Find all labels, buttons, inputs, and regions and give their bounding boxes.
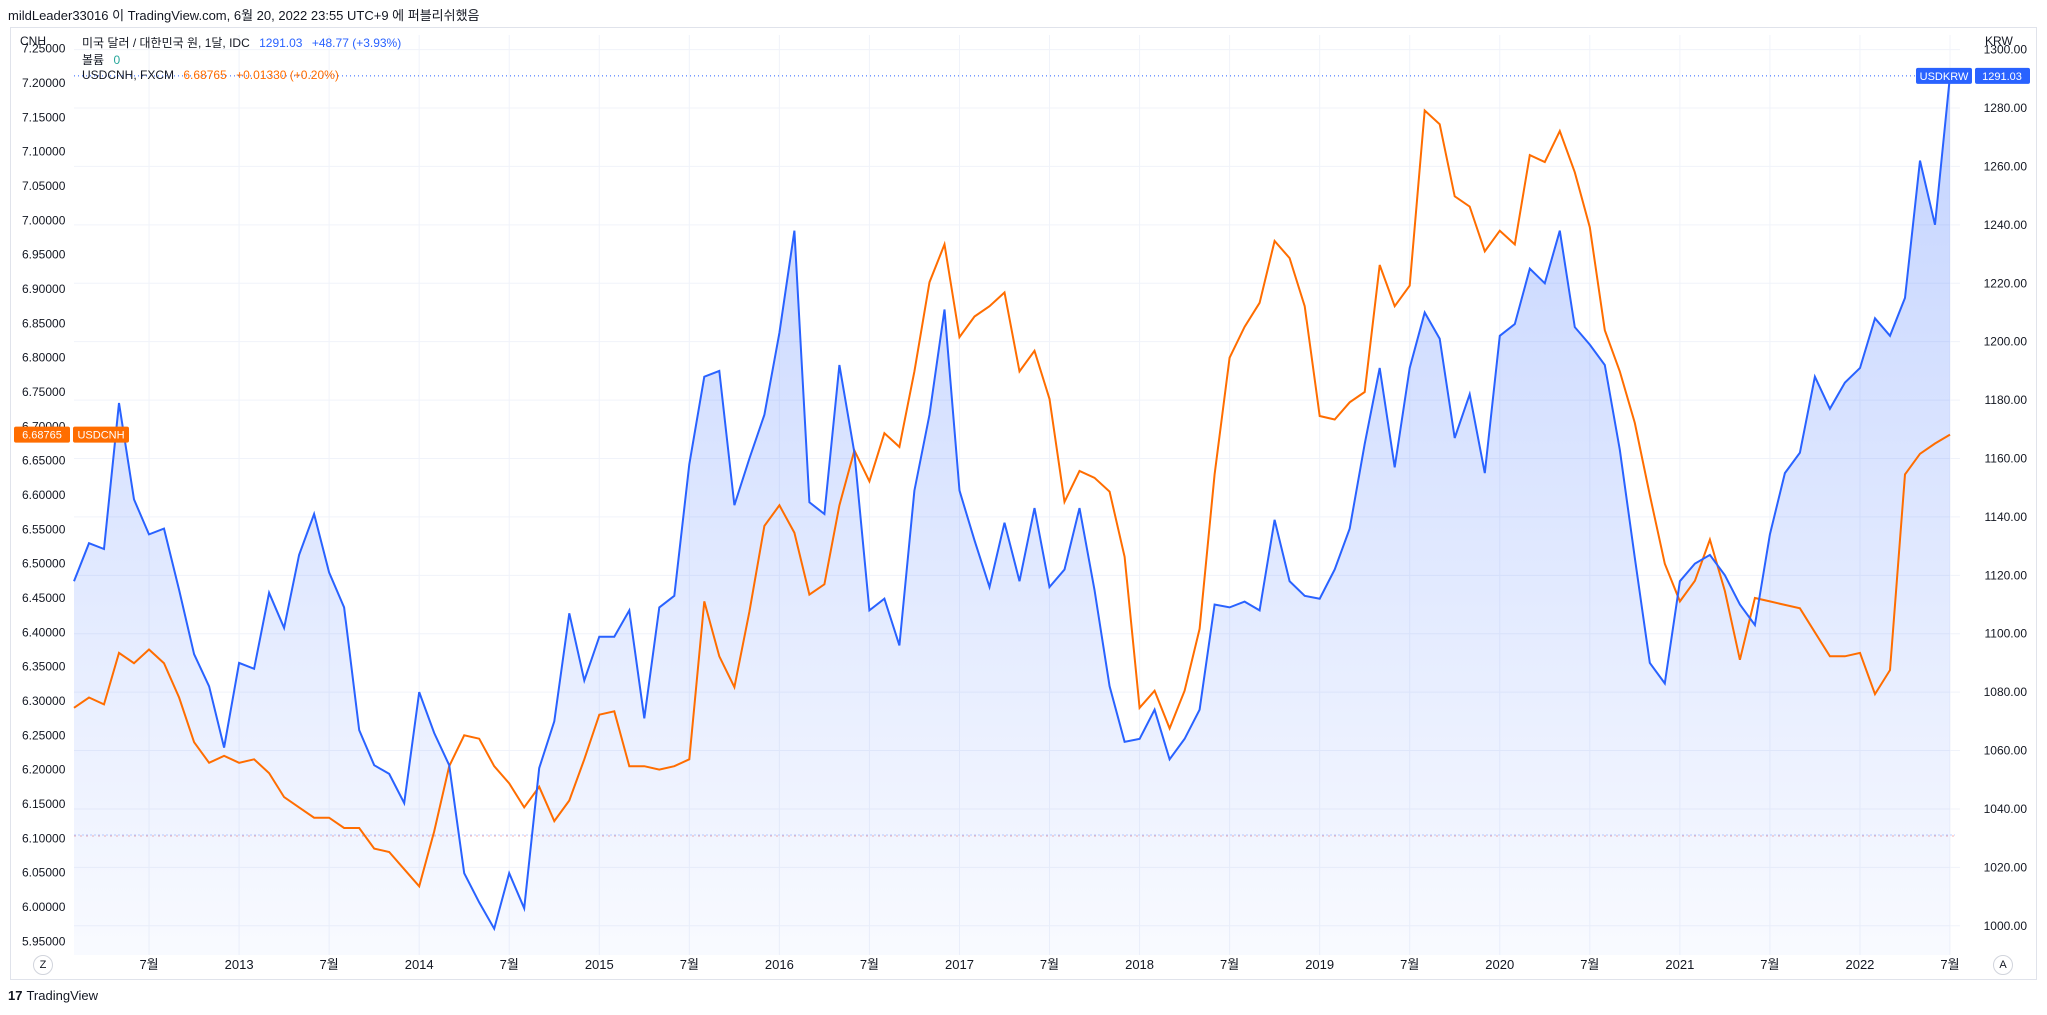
left-price-axis: 7.25000 7.20000 7.15000 7.10000 7.05000 7.000… bbox=[22, 42, 66, 949]
time-tick-label: 2017 bbox=[945, 957, 974, 972]
auto-scale-button[interactable]: A bbox=[1993, 955, 2013, 975]
right-tick-label: 1000.00 bbox=[1984, 919, 2028, 933]
left-tick-label: 6.55000 bbox=[22, 522, 66, 536]
time-tick-label: 7월 bbox=[1400, 957, 1419, 972]
left-tick-label: 7.15000 bbox=[22, 110, 66, 124]
legend-volume: 볼륨 0 bbox=[82, 51, 126, 68]
time-tick-label: 2016 bbox=[765, 957, 794, 972]
time-tick-label: 2020 bbox=[1485, 957, 1514, 972]
publish-header: mildLeader33016 이 TradingView.com, 6월 20… bbox=[8, 8, 480, 23]
legend-overlay-title: USDCNH, FXCM bbox=[82, 68, 174, 82]
legend-main-change: +48.77 (+3.93%) bbox=[311, 36, 402, 50]
left-tick-label: 6.05000 bbox=[22, 866, 66, 880]
left-tick-label: 6.15000 bbox=[22, 797, 66, 811]
time-tick-label: 7월 bbox=[680, 957, 699, 972]
left-tick-label: 6.45000 bbox=[22, 591, 66, 605]
right-tick-label: 1180.00 bbox=[1985, 393, 2028, 407]
legend-overlay-price: 6.68765 bbox=[183, 68, 227, 82]
left-tick-label: 6.85000 bbox=[22, 316, 66, 330]
time-tick-label: 7월 bbox=[139, 957, 158, 972]
time-tick-label: 7월 bbox=[1580, 957, 1599, 972]
left-tick-label: 7.25000 bbox=[22, 42, 66, 56]
legend-volume-value: 0 bbox=[113, 53, 121, 67]
legend-main: 미국 달러 / 대한민국 원, 1달, IDC 1291.03 +48.77 (… bbox=[82, 34, 407, 51]
right-tick-label: 1280.00 bbox=[1984, 101, 2028, 115]
time-tick-label: 2021 bbox=[1665, 957, 1694, 972]
left-tick-label: 6.00000 bbox=[22, 900, 66, 914]
right-tick-label: 1140.00 bbox=[1985, 510, 2028, 524]
left-tick-label: 7.10000 bbox=[22, 145, 66, 159]
right-tick-label: 1080.00 bbox=[1984, 685, 2028, 699]
left-axis-unit: CNH bbox=[20, 34, 46, 48]
time-tick-label: 7월 bbox=[320, 957, 339, 972]
left-tick-label: 7.05000 bbox=[22, 179, 66, 193]
left-tick-label: 6.80000 bbox=[22, 351, 66, 365]
legend-overlay-change: +0.01330 (+0.20%) bbox=[236, 68, 339, 82]
usdcnh-price-label: 6.68765 bbox=[22, 430, 62, 442]
time-tick-label: 2013 bbox=[225, 957, 254, 972]
right-price-axis: 1300.00 1280.00 1260.00 1240.00 1220.00 1200.… bbox=[1984, 43, 2028, 933]
usdcnh-name-badge bbox=[73, 426, 129, 443]
time-tick-label: 7월 bbox=[1760, 957, 1779, 972]
right-axis-unit: KRW bbox=[1985, 34, 2013, 48]
left-tick-label: 6.30000 bbox=[22, 694, 66, 708]
left-tick-label: 6.10000 bbox=[22, 831, 66, 845]
time-tick-label: 2019 bbox=[1305, 957, 1334, 972]
time-axis: 7월 2013 7월 2014 7월 2015 7월 2016 7월 2017 7월 2018 7월 20… bbox=[139, 957, 1959, 972]
left-tick-label: 6.35000 bbox=[22, 660, 66, 674]
time-tick-label: 7월 bbox=[860, 957, 879, 972]
right-tick-label: 1260.00 bbox=[1984, 159, 2028, 173]
zoom-button[interactable]: Z bbox=[33, 955, 53, 975]
time-tick-label: 7월 bbox=[500, 957, 519, 972]
right-tick-label: 1100.00 bbox=[1985, 627, 2028, 641]
time-tick-label: 2018 bbox=[1125, 957, 1154, 972]
left-tick-label: 7.20000 bbox=[22, 76, 66, 90]
right-tick-label: 1220.00 bbox=[1984, 276, 2028, 290]
footer: 17 TradingView bbox=[8, 988, 98, 1003]
right-tick-label: 1040.00 bbox=[1984, 802, 2028, 816]
left-tick-label: 6.65000 bbox=[22, 454, 66, 468]
usdkrw-name-badge bbox=[1916, 67, 1972, 84]
left-tick-label: 7.00000 bbox=[22, 213, 66, 227]
left-tick-label: 6.95000 bbox=[22, 248, 66, 262]
tradingview-logo-icon[interactable]: 17 bbox=[8, 988, 23, 1003]
legend-volume-label: 볼륨 bbox=[82, 53, 105, 67]
legend-main-price: 1291.03 bbox=[259, 36, 303, 50]
time-tick-label: 7월 bbox=[1940, 957, 1959, 972]
usdcnh-name-label: USDCNH bbox=[77, 430, 124, 442]
left-tick-label: 6.40000 bbox=[22, 625, 66, 639]
right-tick-label: 1240.00 bbox=[1984, 218, 2028, 232]
time-tick-label: 2014 bbox=[405, 957, 434, 972]
time-tick-label: 7월 bbox=[1220, 957, 1239, 972]
usdcnh-line bbox=[73, 108, 1951, 889]
right-tick-label: 1060.00 bbox=[1984, 744, 2028, 758]
time-tick-label: 2015 bbox=[585, 957, 614, 972]
time-tick-label: 7월 bbox=[1040, 957, 1059, 972]
right-tick-label: 1020.00 bbox=[1984, 860, 2028, 874]
time-tick-label: 2022 bbox=[1845, 957, 1874, 972]
left-tick-label: 6.75000 bbox=[22, 385, 66, 399]
right-tick-label: 1300.00 bbox=[1984, 43, 2028, 57]
right-tick-label: 1160.00 bbox=[1985, 451, 2028, 465]
left-tick-label: 6.90000 bbox=[22, 282, 66, 296]
left-tick-label: 6.60000 bbox=[22, 488, 66, 502]
footer-brand[interactable]: TradingView bbox=[26, 988, 99, 1003]
usdkrw-area bbox=[74, 75, 1950, 955]
legend-overlay: USDCNH, FXCM 6.68765 +0.01330 (+0.20%) bbox=[82, 68, 345, 82]
right-tick-label: 1200.00 bbox=[1984, 335, 2028, 349]
left-tick-label: 6.25000 bbox=[22, 728, 66, 742]
chart-frame bbox=[10, 27, 2037, 980]
usdkrw-price-label: 1291.03 bbox=[1982, 71, 2022, 83]
legend-main-title: 미국 달러 / 대한민국 원, 1달, IDC bbox=[82, 36, 250, 50]
usdkrw-line bbox=[73, 75, 1951, 932]
left-tick-label: 5.95000 bbox=[22, 934, 66, 948]
right-tick-label: 1120.00 bbox=[1985, 568, 2028, 582]
usdkrw-name-label: USDKRW bbox=[1920, 71, 1969, 83]
usdcnh-price-badge bbox=[14, 426, 70, 443]
usdkrw-price-badge bbox=[1975, 67, 2030, 84]
left-tick-label: 6.20000 bbox=[22, 763, 66, 777]
left-tick-label: 6.50000 bbox=[22, 557, 66, 571]
